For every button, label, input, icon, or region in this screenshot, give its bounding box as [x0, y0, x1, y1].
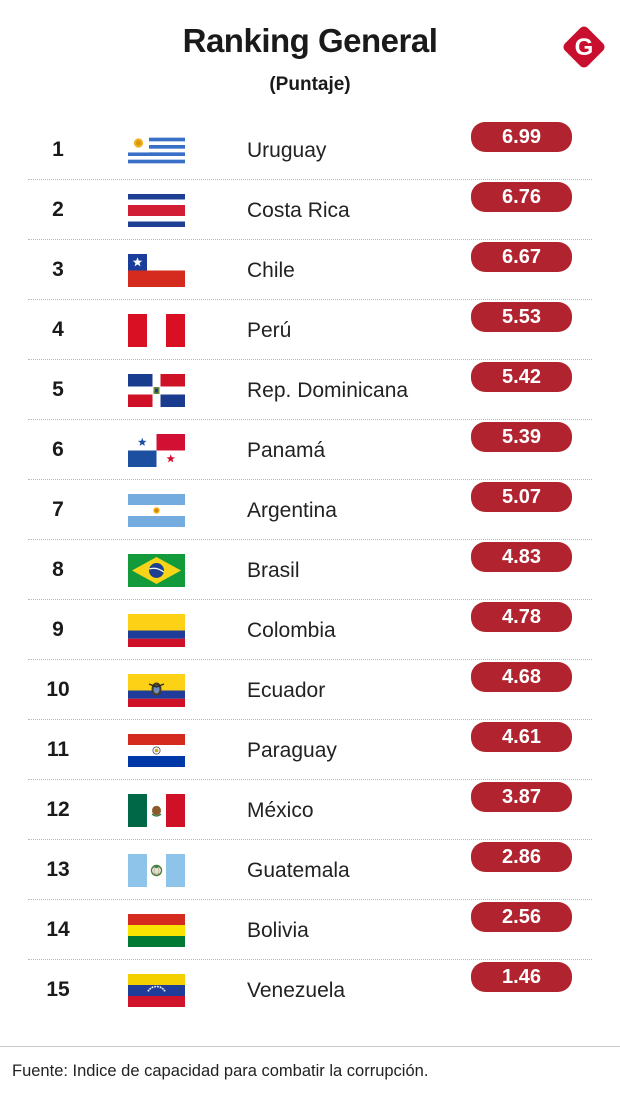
table-row: 5 Rep. Dominicana 5.42 [0, 360, 620, 420]
table-row: 11 Paraguay 4.61 [0, 720, 620, 780]
row-divider [28, 719, 592, 720]
country-name: Ecuador [247, 679, 326, 702]
score-badge: 4.83 [471, 542, 572, 572]
country-name: México [247, 799, 314, 822]
rank-number: 14 [46, 918, 70, 941]
table-row: 7 Argentina 5.07 [0, 480, 620, 540]
country-name: Panamá [247, 439, 326, 462]
row-divider [28, 539, 592, 540]
rank-number: 4 [52, 318, 64, 341]
score-badge: 6.67 [471, 242, 572, 272]
guatemala-flag-icon [128, 854, 185, 887]
country-name: Bolivia [247, 919, 309, 942]
row-divider [28, 299, 592, 300]
table-row: 12 México 3.87 [0, 780, 620, 840]
paraguay-flag-icon [128, 734, 185, 767]
score-badge: 2.86 [471, 842, 572, 872]
score-badge: 3.87 [471, 782, 572, 812]
country-name: Venezuela [247, 979, 346, 1002]
score-badge: 5.07 [471, 482, 572, 512]
table-row: 10 Ecuador 4.68 [0, 660, 620, 720]
rank-number: 15 [46, 978, 70, 1001]
panama-flag-icon [128, 434, 185, 467]
table-row: 6 Panamá 5.39 [0, 420, 620, 480]
table-row: 4 Perú 5.53 [0, 300, 620, 360]
argentina-flag-icon [128, 494, 185, 527]
rank-number: 13 [46, 858, 70, 881]
row-divider [28, 239, 592, 240]
table-row: 9 Colombia 4.78 [0, 600, 620, 660]
table-row: 2 Costa Rica 6.76 [0, 180, 620, 240]
row-divider [28, 479, 592, 480]
colombia-flag-icon [128, 614, 185, 647]
country-name: Perú [247, 319, 292, 342]
rank-number: 9 [52, 618, 64, 641]
score-badge: 4.68 [471, 662, 572, 692]
dominican-republic-flag-icon [128, 374, 185, 407]
rank-number: 2 [52, 198, 64, 221]
svg-text:G: G [575, 34, 594, 61]
rank-number: 8 [52, 558, 64, 581]
costa-rica-flag-icon [128, 194, 185, 227]
row-divider [28, 959, 592, 960]
chart-title: Ranking General [182, 22, 438, 59]
rank-number: 5 [52, 378, 64, 401]
score-badge: 6.76 [471, 182, 572, 212]
venezuela-flag-icon [128, 974, 185, 1007]
country-name: Argentina [247, 499, 337, 522]
score-badge: 4.61 [471, 722, 572, 752]
country-name: Guatemala [247, 859, 350, 882]
country-name: Rep. Dominicana [247, 379, 409, 402]
rank-number: 12 [46, 798, 70, 821]
country-name: Colombia [247, 619, 336, 642]
ecuador-flag-icon [128, 674, 185, 707]
row-divider [28, 359, 592, 360]
rank-number: 10 [46, 678, 70, 701]
bolivia-flag-icon [128, 914, 185, 947]
rank-number: 7 [52, 498, 64, 521]
score-badge: 5.53 [471, 302, 572, 332]
score-badge: 1.46 [471, 962, 572, 992]
table-row: 13 Guatemala 2.86 [0, 840, 620, 900]
country-name: Uruguay [247, 139, 327, 162]
country-name: Brasil [247, 559, 300, 582]
brand-logo-icon: G [561, 24, 607, 70]
table-row: 14 Bolivia 2.56 [0, 900, 620, 960]
brazil-flag-icon [128, 554, 185, 587]
mexico-flag-icon [128, 794, 185, 827]
source-note: Fuente: Indice de capacidad para combati… [12, 1062, 429, 1080]
row-divider [28, 899, 592, 900]
row-divider [28, 659, 592, 660]
chart-subtitle: (Puntaje) [269, 74, 351, 95]
row-divider [28, 419, 592, 420]
peru-flag-icon [128, 314, 185, 347]
row-divider [28, 839, 592, 840]
rank-number: 1 [52, 138, 64, 161]
country-name: Chile [247, 259, 295, 282]
rank-number: 3 [52, 258, 64, 281]
table-row: 15 Venezuela 1.46 [0, 960, 620, 1020]
chile-flag-icon [128, 254, 185, 287]
score-badge: 6.99 [471, 122, 572, 152]
country-name: Costa Rica [247, 199, 350, 222]
score-badge: 2.56 [471, 902, 572, 932]
table-row: 3 Chile 6.67 [0, 240, 620, 300]
score-badge: 5.42 [471, 362, 572, 392]
score-badge: 4.78 [471, 602, 572, 632]
row-divider [28, 179, 592, 180]
rank-number: 11 [46, 738, 70, 761]
table-row: 1 Uruguay 6.99 [0, 120, 620, 180]
row-divider [28, 779, 592, 780]
footer-divider [0, 1046, 620, 1047]
score-badge: 5.39 [471, 422, 572, 452]
table-row: 8 Brasil 4.83 [0, 540, 620, 600]
row-divider [28, 599, 592, 600]
uruguay-flag-icon [128, 134, 185, 167]
rank-number: 6 [52, 438, 64, 461]
ranking-table: 1 Uruguay 6.99 2 Costa Rica 6.76 3 Chile 6.67 4 Pe… [0, 120, 620, 1020]
country-name: Paraguay [247, 739, 337, 762]
